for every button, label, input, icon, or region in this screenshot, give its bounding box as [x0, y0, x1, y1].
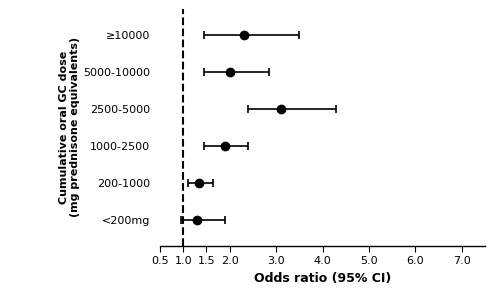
- Y-axis label: Cumulative oral GC dose
(mg prednisone equivalents): Cumulative oral GC dose (mg prednisone e…: [59, 37, 80, 217]
- X-axis label: Odds ratio (95% CI): Odds ratio (95% CI): [254, 272, 391, 285]
